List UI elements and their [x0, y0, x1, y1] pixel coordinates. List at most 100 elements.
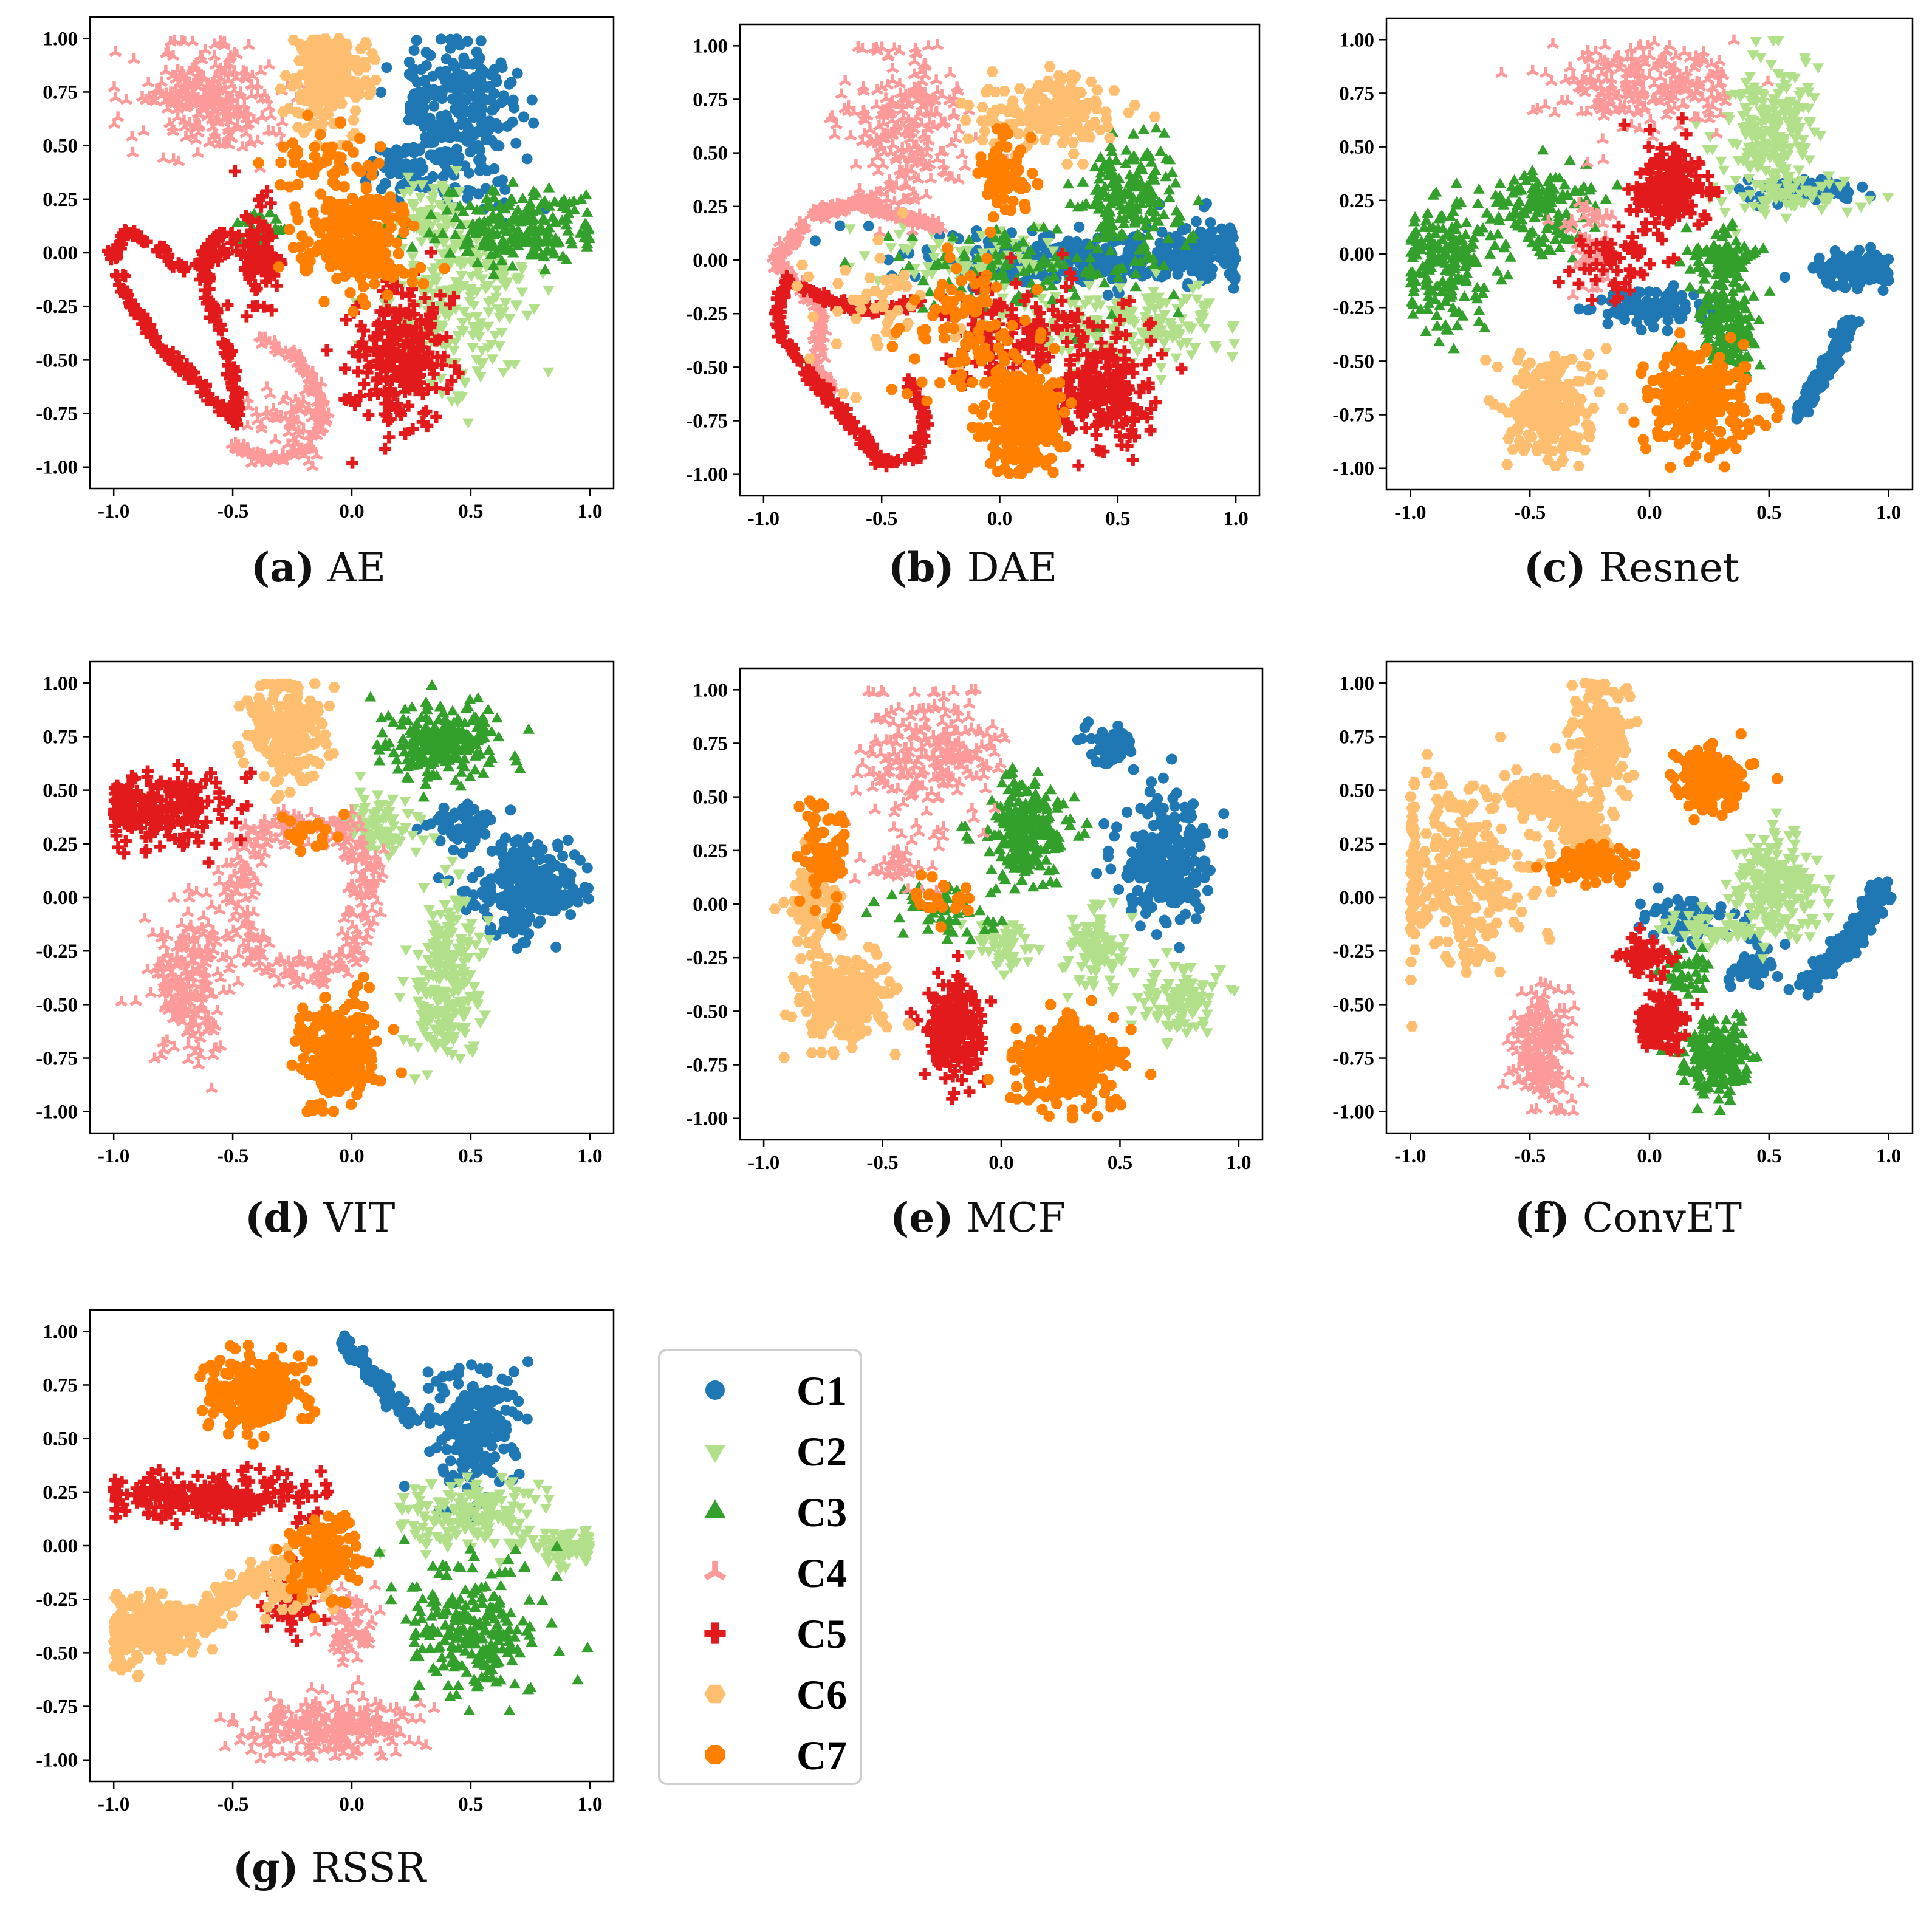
- data-point: [396, 180, 407, 191]
- data-point: [505, 77, 517, 88]
- data-point: [388, 200, 400, 212]
- data-point: [348, 146, 359, 158]
- data-point: [1218, 226, 1230, 238]
- data-point: [300, 166, 311, 178]
- data-point: [379, 442, 391, 455]
- data-point: [858, 251, 871, 262]
- data-point: [335, 117, 346, 129]
- x-tick-label: -1.0: [98, 501, 129, 523]
- data-point: [1150, 122, 1162, 133]
- data-point: [499, 203, 511, 214]
- data-point: [423, 227, 436, 238]
- data-point: [491, 285, 503, 296]
- data-point: [321, 233, 332, 245]
- data-point: [486, 226, 499, 237]
- data-point: [326, 141, 338, 153]
- data-point: [332, 151, 344, 163]
- data-point: [442, 196, 454, 207]
- data-point: [563, 208, 575, 219]
- data-point: [986, 66, 999, 77]
- data-point: [406, 252, 419, 263]
- data-point: [510, 274, 522, 285]
- data-point: [1098, 257, 1109, 269]
- data-point: [557, 201, 569, 211]
- data-point: [391, 153, 402, 164]
- data-point: [809, 235, 821, 247]
- data-point: [428, 136, 440, 148]
- data-point: [535, 249, 547, 260]
- y-tick-label: -1.00: [36, 457, 78, 479]
- y-tick-label: -0.75: [36, 403, 78, 425]
- panel-a: -1.0 -0.5 0.0 0.5 1.01.000.750.500.250.00-0.…: [36, 16, 615, 523]
- data-point: [850, 392, 862, 403]
- data-point: [315, 188, 327, 200]
- data-point: [844, 224, 856, 235]
- data-point: [543, 182, 555, 193]
- data-point: [398, 188, 410, 199]
- data-point: [264, 388, 277, 399]
- series-c6: [275, 33, 382, 151]
- data-point: [414, 106, 425, 118]
- data-point: [487, 269, 500, 279]
- data-point: [155, 76, 168, 87]
- data-point: [457, 307, 470, 318]
- data-point: [1190, 216, 1202, 227]
- data-point: [437, 123, 449, 134]
- data-point: [580, 189, 592, 200]
- data-point: [495, 57, 507, 69]
- data-point: [462, 36, 473, 47]
- data-point: [435, 33, 447, 45]
- data-point: [456, 318, 469, 329]
- data-point: [832, 278, 844, 289]
- data-point: [270, 279, 283, 292]
- data-point: [273, 261, 284, 273]
- data-point: [444, 247, 456, 258]
- data-point: [340, 247, 352, 258]
- data-point: [434, 66, 446, 78]
- data-point: [334, 199, 345, 210]
- data-point: [464, 292, 476, 302]
- data-point: [543, 367, 555, 378]
- data-point: [1185, 350, 1197, 361]
- data-point: [361, 183, 372, 194]
- data-point: [471, 204, 483, 214]
- data-point: [416, 237, 428, 248]
- data-point: [1061, 159, 1074, 170]
- data-point: [349, 105, 362, 116]
- data-point: [1170, 353, 1182, 364]
- data-point: [373, 157, 385, 169]
- data-point: [450, 166, 463, 177]
- data-point: [510, 300, 523, 311]
- data-point: [109, 46, 122, 57]
- data-point: [447, 187, 459, 197]
- data-point: [958, 160, 971, 171]
- data-point: [1158, 127, 1171, 138]
- data-point: [474, 323, 487, 334]
- data-point: [504, 314, 516, 324]
- data-point: [543, 222, 555, 233]
- data-point: [1228, 270, 1240, 282]
- data-point: [474, 318, 487, 329]
- data-point: [375, 183, 387, 194]
- data-point: [496, 327, 508, 338]
- data-point: [425, 379, 438, 389]
- data-point: [976, 135, 989, 146]
- data-point: [453, 285, 465, 296]
- data-point: [228, 165, 241, 177]
- data-point: [1077, 176, 1089, 187]
- data-point: [471, 126, 483, 138]
- data-point: [448, 346, 460, 357]
- data-point: [315, 129, 326, 140]
- data-point: [580, 219, 593, 230]
- data-point: [437, 214, 450, 225]
- data-point: [416, 287, 429, 298]
- data-point: [454, 200, 466, 211]
- data-point: [978, 126, 991, 137]
- data-point: [385, 191, 396, 203]
- data-point: [493, 122, 504, 134]
- data-point: [1108, 85, 1120, 96]
- data-point: [487, 354, 499, 365]
- data-point: [478, 222, 490, 233]
- data-point: [560, 219, 572, 230]
- data-point: [494, 210, 506, 221]
